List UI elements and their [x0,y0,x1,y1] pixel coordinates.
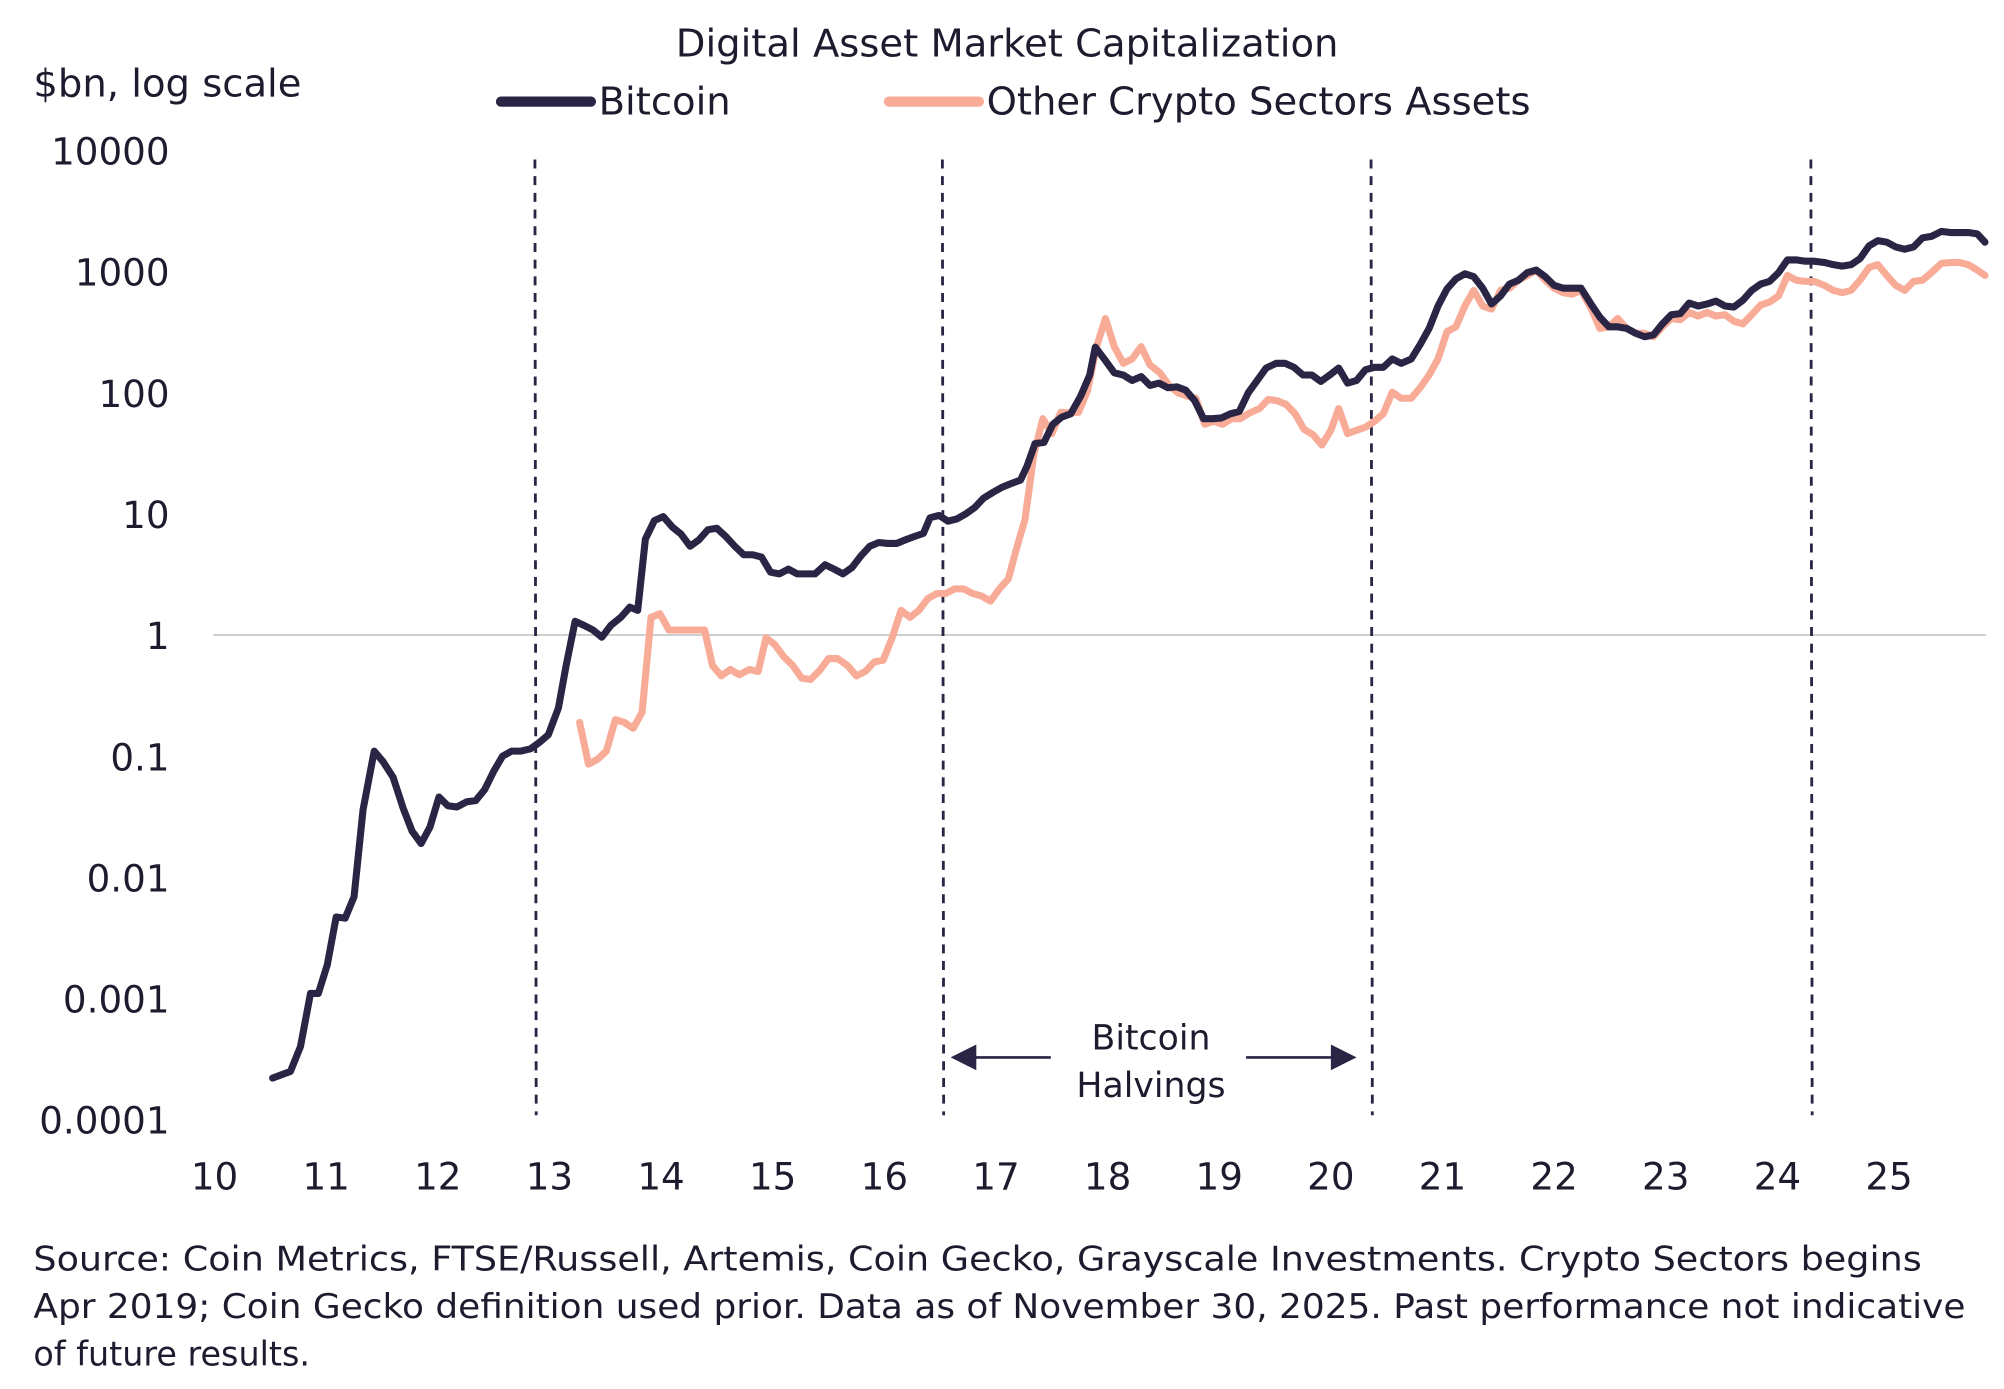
halving-line [940,159,946,1116]
y-tick-label: 10 [122,493,169,537]
x-tick-label: 19 [1196,1155,1243,1199]
x-tick-label: 11 [302,1155,349,1199]
series-group [269,227,1989,1082]
x-tick-label: 14 [637,1155,684,1199]
y-tick-label: 0.01 [87,856,170,900]
x-tick-label: 15 [749,1155,796,1199]
x-tick-label: 17 [972,1155,1019,1199]
x-axis: 10 11 12 13 14 15 16 17 18 19 20 21 22 23 24 25 [191,1155,1913,1199]
y-tick-label: 1 [146,614,170,658]
chart-title: Digital Asset Market Capitalization [676,22,1339,67]
footnote: Source: Coin Metrics, FTSE/Russell, Arte… [33,1240,1965,1374]
y-axis-label: $bn, log scale [33,62,301,107]
halving-line [533,159,538,1116]
footnote-line3: of future results. [33,1335,310,1374]
footnote-line2: Apr 2019; Coin Gecko definition used pri… [33,1287,1965,1326]
y-tick-label: 10000 [51,130,169,174]
halving-line [1369,159,1374,1116]
legend: Bitcoin Other Crypto Sectors Assets [495,79,1531,124]
x-tick-label: 13 [526,1155,573,1199]
x-tick-label: 25 [1865,1155,1912,1199]
y-tick-label: 0.0001 [39,1099,169,1143]
y-tick-label: 1000 [75,251,170,295]
annotation-line1: Bitcoin [1092,1019,1211,1059]
legend-label-other: Other Crypto Sectors Assets [987,79,1531,124]
series-line-other-crypto [576,258,1989,768]
x-tick-label: 23 [1642,1155,1689,1199]
annotation-line2: Halvings [1076,1066,1225,1106]
x-tick-label: 12 [414,1155,461,1199]
x-tick-label: 18 [1084,1155,1131,1199]
halving-line [1809,159,1814,1116]
arrow-left-icon [950,1044,977,1071]
y-tick-label: 0.001 [63,978,170,1022]
x-tick-label: 10 [191,1155,238,1199]
x-tick-label: 21 [1419,1155,1466,1199]
x-tick-label: 16 [861,1155,908,1199]
halving-lines [533,159,1814,1116]
series-line-bitcoin [269,227,1989,1082]
x-tick-label: 22 [1530,1155,1577,1199]
halving-annotation: Bitcoin Halvings [950,1019,1357,1106]
legend-label-bitcoin: Bitcoin [599,79,731,124]
y-tick-label: 100 [98,372,169,416]
y-axis: 10000 1000 100 10 1 0.1 0.01 0.001 0.0001 [39,130,169,1143]
arrow-right-icon [1330,1044,1357,1071]
x-tick-label: 20 [1307,1155,1354,1199]
footnote-line1: Source: Coin Metrics, FTSE/Russell, Arte… [33,1240,1921,1279]
x-tick-label: 24 [1754,1155,1801,1199]
y-tick-label: 0.1 [110,735,169,779]
